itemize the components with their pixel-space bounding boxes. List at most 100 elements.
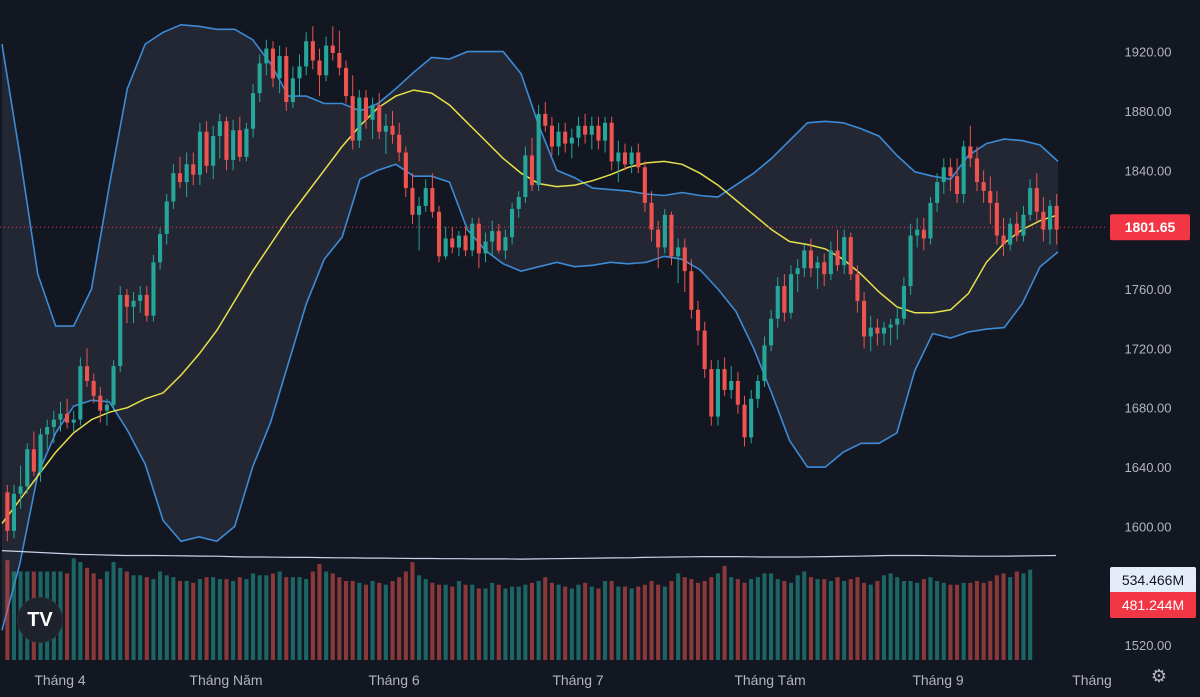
volume-bar <box>65 573 70 660</box>
candle-body <box>184 164 189 183</box>
y-tick-label: 1520.00 <box>1125 638 1172 653</box>
candle-body <box>815 262 820 269</box>
volume-bar <box>264 575 269 660</box>
candle-body <box>988 191 993 203</box>
volume-bar <box>988 581 993 660</box>
candle-body <box>676 247 681 257</box>
volume-bar <box>689 579 694 660</box>
candle-body <box>935 182 940 203</box>
candle-body <box>510 208 515 238</box>
candle-body <box>177 173 182 183</box>
candle-body <box>483 241 488 254</box>
candle-body <box>91 381 96 396</box>
candle-body <box>563 131 568 144</box>
volume-bar <box>403 571 408 660</box>
volume-bar <box>583 582 588 660</box>
volume-bar <box>184 581 189 660</box>
volume-bar <box>383 584 388 660</box>
volume-bar <box>875 581 880 660</box>
candle-body <box>344 67 349 97</box>
candle-body <box>237 130 242 157</box>
candle-body <box>895 318 900 325</box>
volume-bar <box>370 581 375 660</box>
candle-body <box>131 300 136 307</box>
volume-bar <box>729 577 734 660</box>
candle-body <box>251 93 256 129</box>
candle-body <box>1001 235 1006 245</box>
candle-body <box>211 136 216 166</box>
candle-body <box>941 167 946 183</box>
candle-body <box>403 152 408 189</box>
candle-body <box>144 294 149 316</box>
volume-bar <box>662 586 667 660</box>
y-tick-label: 1720.00 <box>1125 341 1172 356</box>
candle-body <box>397 134 402 153</box>
volume-bar <box>669 581 674 660</box>
volume-bar <box>1001 573 1006 660</box>
volume-bar <box>164 575 169 660</box>
volume-bar <box>868 584 873 660</box>
volume-bar <box>197 579 202 660</box>
volume-bar <box>762 573 767 660</box>
candle-body <box>855 274 860 301</box>
volume-bar <box>417 575 422 660</box>
candle-body <box>430 188 435 212</box>
volume-bar <box>961 582 966 660</box>
candle-body <box>722 369 727 390</box>
y-tick-label: 1760.00 <box>1125 282 1172 297</box>
volume-bar <box>144 577 149 660</box>
candle-body <box>609 122 614 162</box>
candle-body <box>968 146 973 159</box>
candle-body <box>696 309 701 331</box>
candle-body <box>715 369 720 417</box>
candle-body <box>908 235 913 287</box>
candle-body <box>51 419 56 427</box>
volume-bar <box>496 584 501 660</box>
candle-body <box>755 381 760 399</box>
candle-body <box>642 167 647 203</box>
tradingview-logo[interactable]: TV <box>18 598 62 642</box>
volume-bar <box>284 577 289 660</box>
volume-bar <box>696 582 701 660</box>
candle-body <box>25 449 30 487</box>
volume-bar <box>749 579 754 660</box>
candle-body <box>862 300 867 337</box>
volume-bar <box>755 577 760 660</box>
candle-body <box>5 492 10 531</box>
volume-bar <box>616 586 621 660</box>
volume-bar <box>330 573 335 660</box>
volume-bar <box>981 582 986 660</box>
volume-bar <box>609 581 614 660</box>
candle-body <box>197 131 202 175</box>
volume-bar <box>915 582 920 660</box>
candle-body <box>656 229 661 248</box>
last-price-text: 1801.65 <box>1125 219 1176 235</box>
volume-bar <box>363 584 368 660</box>
y-tick-label: 1920.00 <box>1125 45 1172 60</box>
y-tick-label: 1680.00 <box>1125 401 1172 416</box>
candle-body <box>516 197 521 209</box>
volume-bar <box>576 584 581 660</box>
volume-bar <box>344 581 349 660</box>
y-tick-label: 1600.00 <box>1125 519 1172 534</box>
candle-body <box>915 229 920 236</box>
candle-body <box>762 345 767 381</box>
candle-body <box>789 274 794 313</box>
volume-bar <box>529 582 534 660</box>
candle-body <box>981 182 986 191</box>
gear-icon[interactable]: ⚙ <box>1150 666 1168 686</box>
volume-bar <box>237 577 242 660</box>
volume-bar <box>622 586 627 660</box>
volume-bar <box>1028 569 1033 660</box>
candle-body <box>297 66 302 79</box>
candle-body <box>191 164 196 175</box>
volume-bar <box>171 577 176 660</box>
x-tick-label: Tháng 6 <box>368 672 420 688</box>
candle-body <box>417 205 422 215</box>
candle-body <box>549 125 554 147</box>
volume-bars <box>5 558 1033 660</box>
candle-body <box>350 96 355 141</box>
candle-body <box>662 214 667 248</box>
